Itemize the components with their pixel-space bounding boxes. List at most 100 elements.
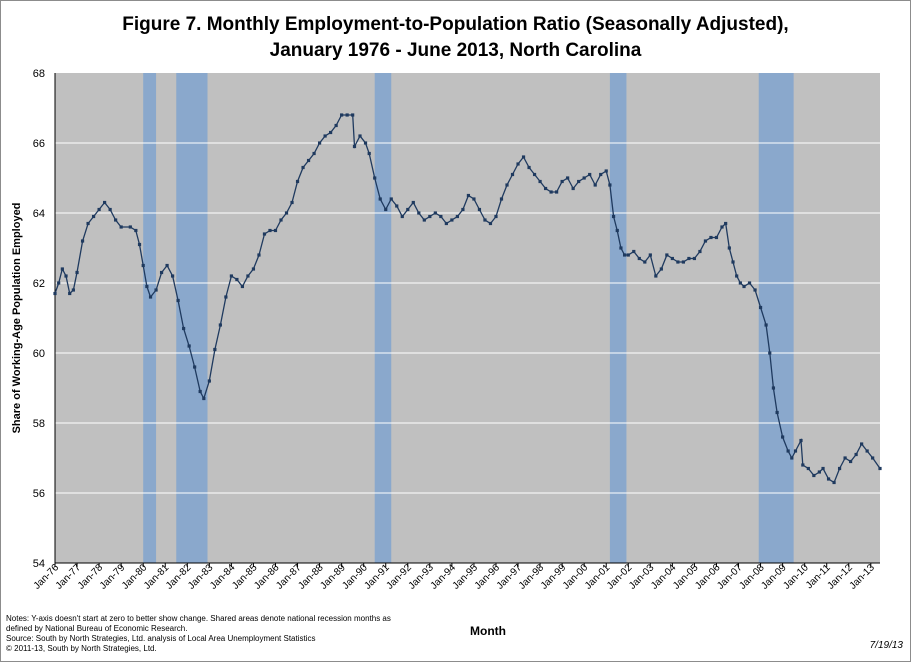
- recession-band-1: [143, 73, 157, 563]
- data-point-161: [878, 466, 882, 471]
- data-point-55: [334, 123, 338, 128]
- data-point-105: [604, 169, 608, 173]
- data-point-107: [611, 214, 616, 219]
- data-point-13: [108, 207, 112, 212]
- data-point-50: [306, 158, 311, 163]
- data-point-49: [301, 165, 305, 170]
- data-point-71: [417, 211, 421, 215]
- date-stamp: 7/19/13: [869, 640, 903, 651]
- data-point-30: [198, 389, 202, 394]
- data-point-21: [148, 295, 153, 299]
- data-point-12: [103, 200, 107, 205]
- data-point-152: [826, 477, 831, 481]
- data-point-119: [670, 256, 674, 261]
- data-point-138: [764, 323, 768, 327]
- data-point-36: [229, 274, 233, 278]
- data-point-59: [352, 144, 357, 149]
- data-point-35: [224, 295, 228, 299]
- data-point-108: [615, 228, 619, 233]
- data-point-32: [207, 379, 211, 383]
- data-point-92: [532, 172, 537, 177]
- data-point-141: [775, 410, 779, 415]
- data-point-156: [849, 459, 853, 464]
- data-point-48: [295, 179, 300, 184]
- data-point-110: [622, 253, 627, 257]
- chart-subtitle: January 1976 - June 2013, North Carolina: [269, 40, 642, 61]
- y-axis-title: Share of Working-Age Population Employed: [11, 203, 23, 434]
- data-point-29: [193, 365, 197, 369]
- data-point-158: [860, 442, 864, 446]
- data-point-117: [659, 267, 663, 271]
- data-point-58: [351, 113, 355, 117]
- data-point-38: [240, 284, 245, 289]
- data-point-57: [345, 113, 349, 117]
- data-point-77: [450, 218, 454, 222]
- data-point-42: [262, 232, 267, 236]
- data-point-142: [781, 435, 785, 439]
- data-point-140: [771, 386, 776, 390]
- data-point-74: [433, 211, 437, 215]
- data-point-46: [284, 211, 289, 215]
- data-point-133: [738, 281, 742, 285]
- data-point-6: [71, 288, 75, 292]
- data-point-44: [273, 228, 278, 233]
- data-point-84: [488, 221, 493, 226]
- y-tick-label-58: 58: [33, 418, 45, 430]
- data-point-135: [747, 281, 752, 285]
- data-point-106: [608, 183, 612, 187]
- data-point-16: [128, 225, 132, 229]
- data-point-143: [786, 449, 790, 453]
- x-axis-title: Month: [470, 624, 506, 638]
- data-point-130: [727, 246, 731, 250]
- data-point-97: [560, 179, 564, 184]
- data-point-1: [53, 291, 57, 296]
- data-point-4: [64, 274, 68, 278]
- data-point-121: [681, 260, 685, 264]
- data-point-76: [444, 221, 448, 226]
- data-point-149: [812, 473, 816, 478]
- data-point-61: [363, 141, 368, 145]
- data-point-79: [461, 207, 465, 212]
- y-tick-label-68: 68: [33, 68, 45, 80]
- data-point-100: [577, 179, 581, 184]
- data-point-124: [698, 249, 702, 254]
- data-point-63: [373, 176, 377, 180]
- data-point-154: [837, 466, 842, 471]
- data-point-40: [251, 267, 256, 271]
- data-point-19: [141, 263, 145, 268]
- data-point-39: [246, 274, 250, 278]
- data-point-20: [145, 284, 149, 289]
- copyright-line: © 2011-13, South by North Strategies, Lt…: [6, 644, 157, 653]
- data-point-26: [176, 298, 180, 303]
- data-point-53: [323, 134, 327, 138]
- note-line-2: defined by National Bureau of Economic R…: [6, 624, 188, 633]
- data-point-45: [279, 218, 283, 222]
- data-point-86: [499, 197, 504, 201]
- data-point-75: [439, 214, 443, 219]
- data-point-88: [510, 172, 515, 177]
- data-point-14: [114, 218, 118, 222]
- data-point-95: [549, 190, 553, 194]
- data-point-155: [843, 456, 847, 460]
- data-point-103: [593, 183, 597, 187]
- data-point-116: [654, 274, 658, 278]
- data-point-96: [555, 190, 559, 194]
- data-point-148: [806, 466, 810, 471]
- data-point-113: [637, 256, 641, 261]
- data-point-23: [159, 270, 164, 275]
- data-point-18: [137, 242, 142, 247]
- data-point-81: [472, 197, 476, 201]
- data-point-120: [676, 260, 680, 264]
- data-point-15: [119, 225, 123, 229]
- data-point-80: [466, 193, 471, 198]
- data-point-128: [720, 225, 724, 229]
- data-point-134: [742, 284, 746, 289]
- data-point-137: [758, 305, 763, 310]
- data-point-153: [832, 480, 836, 485]
- data-point-85: [494, 214, 498, 219]
- data-point-147: [801, 463, 805, 467]
- data-point-101: [582, 176, 586, 180]
- data-point-47: [290, 200, 294, 205]
- data-point-159: [865, 449, 869, 453]
- data-point-65: [384, 207, 388, 212]
